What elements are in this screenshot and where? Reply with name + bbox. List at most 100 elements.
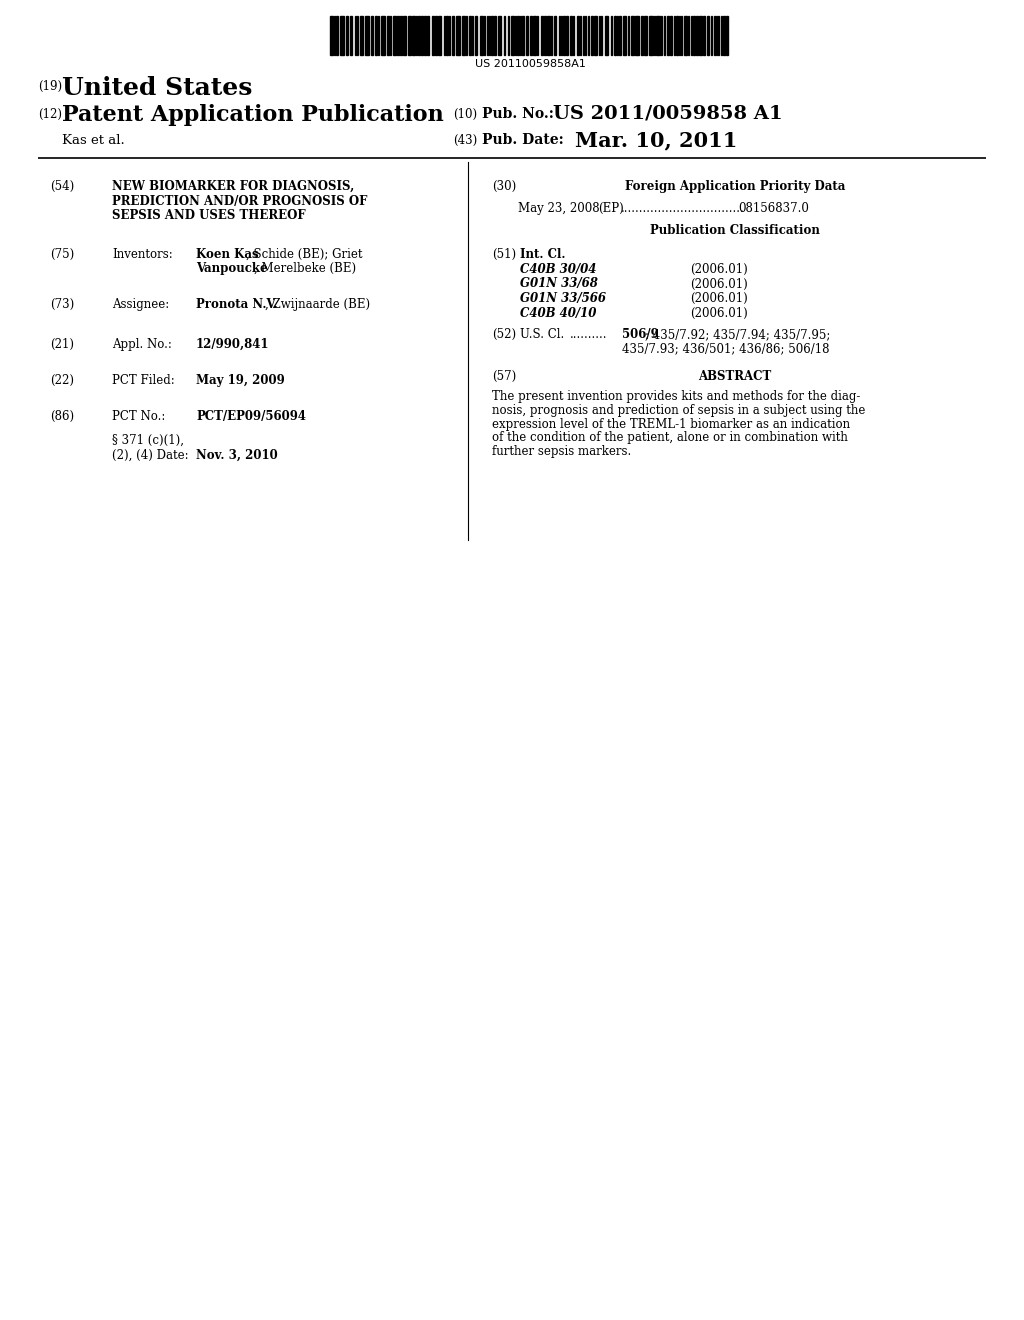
Bar (554, 16, 556, 55)
Text: May 19, 2009: May 19, 2009 (196, 374, 285, 387)
Text: , Zwijnaarde (BE): , Zwijnaarde (BE) (265, 298, 370, 312)
Text: 08156837.0: 08156837.0 (738, 202, 809, 215)
Text: 506/9: 506/9 (622, 327, 658, 341)
Text: Pronota N.V.: Pronota N.V. (196, 298, 278, 312)
Text: (52): (52) (492, 327, 516, 341)
Bar (421, 16, 423, 55)
Text: Vanpoucke: Vanpoucke (196, 261, 267, 275)
Text: (2006.01): (2006.01) (690, 277, 748, 290)
Text: (12): (12) (38, 108, 62, 121)
Bar (452, 16, 454, 55)
Text: (EP): (EP) (598, 202, 624, 215)
Text: Assignee:: Assignee: (112, 298, 169, 312)
Bar (670, 16, 672, 55)
Bar (544, 16, 546, 55)
Text: Appl. No.:: Appl. No.: (112, 338, 172, 351)
Text: (43): (43) (453, 135, 477, 147)
Bar (577, 16, 579, 55)
Text: (51): (51) (492, 248, 516, 261)
Bar (566, 16, 568, 55)
Bar (570, 16, 572, 55)
Bar (591, 16, 593, 55)
Bar (726, 16, 728, 55)
Text: (22): (22) (50, 374, 74, 387)
Text: G01N 33/566: G01N 33/566 (520, 292, 606, 305)
Bar (346, 16, 348, 55)
Text: (2006.01): (2006.01) (690, 292, 748, 305)
Bar (605, 16, 608, 55)
Bar (563, 16, 565, 55)
Text: Inventors:: Inventors: (112, 248, 173, 261)
Bar (526, 16, 528, 55)
Text: G01N 33/68: G01N 33/68 (520, 277, 598, 290)
Text: Kas et al.: Kas et al. (62, 135, 125, 147)
Bar (649, 16, 653, 55)
Bar (723, 16, 725, 55)
Bar (618, 16, 621, 55)
Text: (30): (30) (492, 180, 516, 193)
Bar (456, 16, 460, 55)
Text: PCT Filed:: PCT Filed: (112, 374, 175, 387)
Text: SEPSIS AND USES THEREOF: SEPSIS AND USES THEREOF (112, 209, 305, 222)
Bar (446, 16, 449, 55)
Bar (412, 16, 415, 55)
Text: 12/990,841: 12/990,841 (196, 338, 269, 351)
Bar (424, 16, 426, 55)
Bar (403, 16, 406, 55)
Text: expression level of the TREML-1 biomarker as an indication: expression level of the TREML-1 biomarke… (492, 417, 850, 430)
Bar (676, 16, 678, 55)
Bar (475, 16, 477, 55)
Text: (54): (54) (50, 180, 75, 193)
Bar (707, 16, 709, 55)
Text: (73): (73) (50, 298, 75, 312)
Text: Pub. No.:: Pub. No.: (482, 107, 554, 121)
Text: Mar. 10, 2011: Mar. 10, 2011 (575, 129, 737, 150)
Text: PCT No.:: PCT No.: (112, 411, 165, 422)
Text: (19): (19) (38, 81, 62, 92)
Bar (594, 16, 597, 55)
Bar (418, 16, 420, 55)
Bar (547, 16, 550, 55)
Text: (10): (10) (453, 108, 477, 121)
Text: Foreign Application Priority Data: Foreign Application Priority Data (625, 180, 845, 193)
Text: (2), (4) Date:: (2), (4) Date: (112, 449, 188, 462)
Text: C40B 40/10: C40B 40/10 (520, 306, 596, 319)
Text: (75): (75) (50, 248, 75, 261)
Text: Int. Cl.: Int. Cl. (520, 248, 565, 261)
Bar (435, 16, 437, 55)
Text: US 2011/0059858 A1: US 2011/0059858 A1 (553, 104, 782, 121)
Text: Publication Classification: Publication Classification (650, 224, 820, 238)
Bar (693, 16, 695, 55)
Text: The present invention provides kits and methods for the diag-: The present invention provides kits and … (492, 389, 860, 403)
Text: Patent Application Publication: Patent Application Publication (62, 104, 443, 125)
Text: 435/7.93; 436/501; 436/86; 506/18: 435/7.93; 436/501; 436/86; 506/18 (622, 342, 829, 355)
Bar (522, 16, 524, 55)
Bar (438, 16, 441, 55)
Bar (534, 16, 536, 55)
Text: Nov. 3, 2010: Nov. 3, 2010 (196, 449, 278, 462)
Text: , Merelbeke (BE): , Merelbeke (BE) (254, 261, 356, 275)
Bar (490, 16, 493, 55)
Bar (381, 16, 385, 55)
Text: PREDICTION AND/OR PROGNOSIS OF: PREDICTION AND/OR PROGNOSIS OF (112, 194, 368, 207)
Text: (21): (21) (50, 338, 74, 351)
Text: C40B 30/04: C40B 30/04 (520, 263, 596, 276)
Bar (494, 16, 496, 55)
Bar (360, 16, 362, 55)
Bar (387, 16, 389, 55)
Text: .................................: ................................. (621, 202, 744, 215)
Text: § 371 (c)(1),: § 371 (c)(1), (112, 434, 184, 447)
Bar (427, 16, 429, 55)
Text: Koen Kas: Koen Kas (196, 248, 259, 261)
Bar (703, 16, 705, 55)
Text: Pub. Date:: Pub. Date: (482, 133, 564, 147)
Bar (644, 16, 647, 55)
Text: ..........: .......... (570, 327, 607, 341)
Text: May 23, 2008: May 23, 2008 (518, 202, 600, 215)
Bar (641, 16, 643, 55)
Bar (397, 16, 399, 55)
Bar (375, 16, 377, 55)
Bar (469, 16, 471, 55)
Bar (408, 16, 411, 55)
Bar (631, 16, 634, 55)
